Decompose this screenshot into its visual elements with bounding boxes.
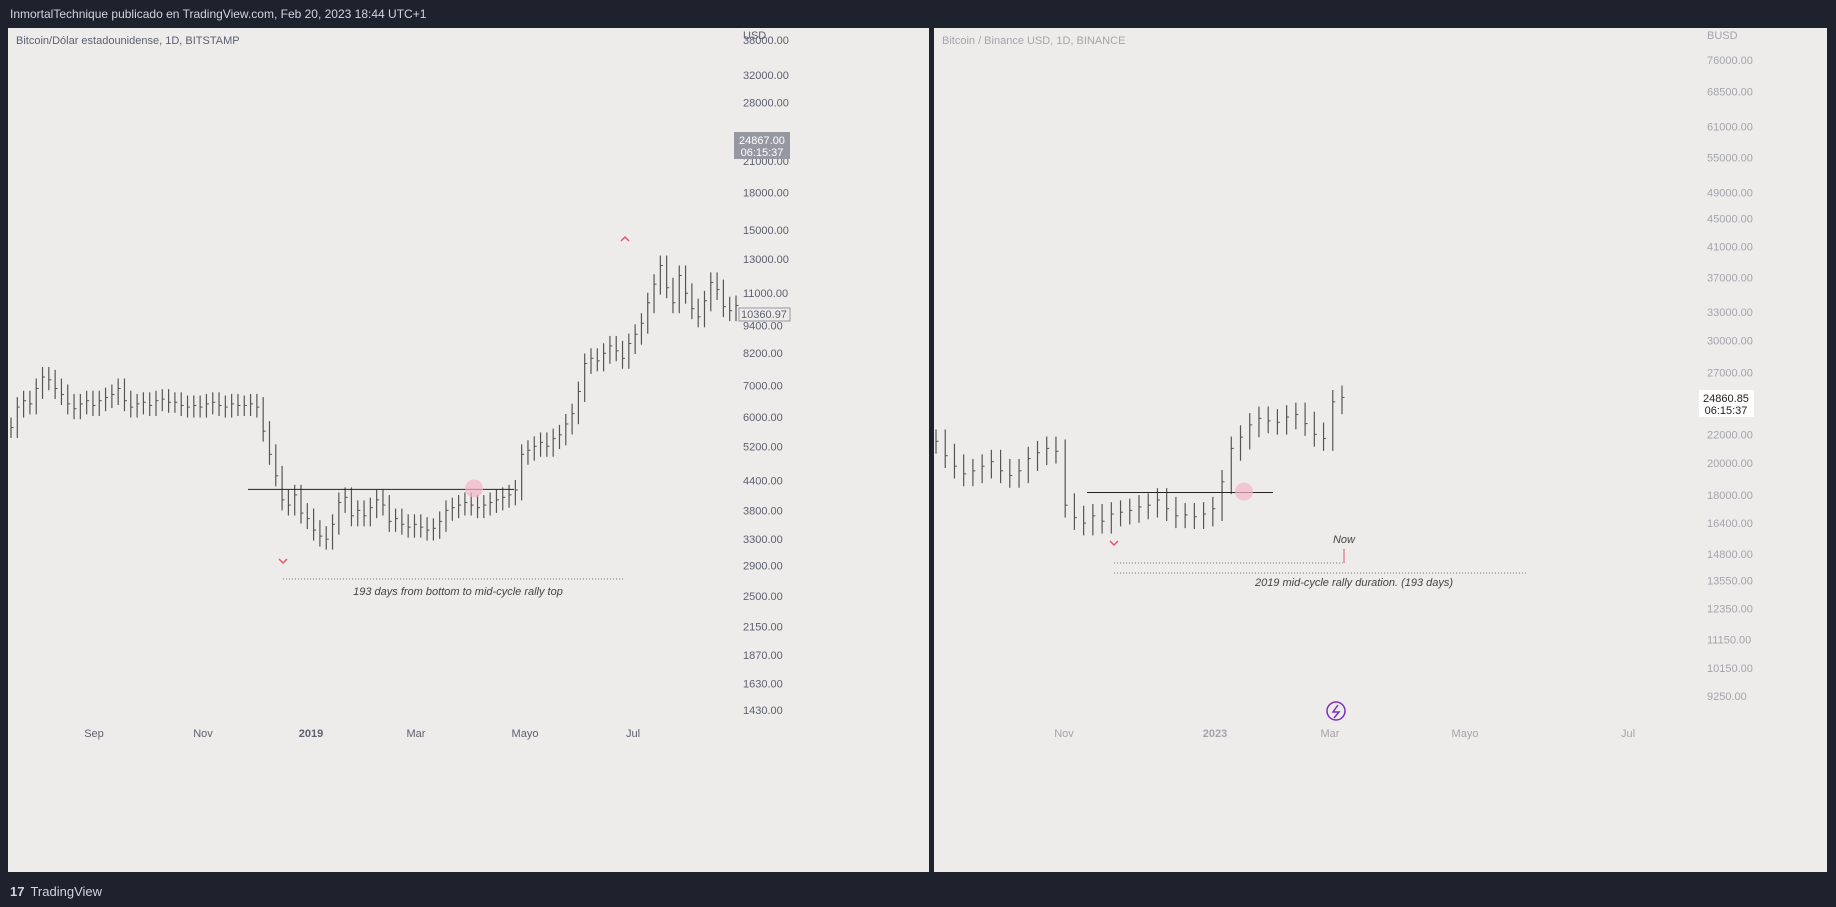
lightning-bolt-icon bbox=[1331, 704, 1341, 719]
y-tick-label: 12350.00 bbox=[1707, 604, 1753, 616]
last-price-box bbox=[738, 307, 791, 322]
current-price-tag bbox=[1699, 390, 1754, 417]
y-tick-label: 1870.00 bbox=[743, 650, 783, 662]
y-tick-label: 13550.00 bbox=[1707, 576, 1753, 588]
y-tick-label: 14800.00 bbox=[1707, 549, 1753, 561]
y-tick-label: 27000.00 bbox=[1707, 368, 1753, 380]
y-tick-label: 32000.00 bbox=[743, 70, 789, 82]
y-tick-label: 2900.00 bbox=[743, 561, 783, 573]
duration-annotation: 2019 mid-cycle rally duration. (193 days… bbox=[1254, 577, 1453, 589]
y-tick-label: 37000.00 bbox=[1707, 272, 1753, 284]
now-label: Now bbox=[1333, 534, 1356, 546]
last-price-label: 10360.97 bbox=[741, 309, 787, 321]
y-tick-label: 16400.00 bbox=[1707, 518, 1753, 530]
y-tick-label: 4400.00 bbox=[743, 475, 783, 487]
y-tick-label: 10150.00 bbox=[1707, 663, 1753, 675]
x-tick-label: Mayo bbox=[1452, 728, 1479, 740]
top-marker-icon bbox=[620, 235, 630, 242]
x-tick-label: Jul bbox=[626, 728, 640, 740]
current-price-countdown: 06:15:37 bbox=[741, 147, 784, 159]
tradingview-brand[interactable]: TradingView bbox=[30, 884, 103, 899]
y-tick-label: 33000.00 bbox=[1707, 307, 1753, 319]
y-tick-label: 3800.00 bbox=[743, 505, 783, 517]
chart-title: Bitcoin/Dólar estadounidense, 1D, BITSTA… bbox=[16, 35, 240, 47]
footer-bar: 17 TradingView bbox=[0, 877, 1836, 907]
x-tick-label: Mar bbox=[1321, 728, 1340, 740]
y-tick-label: 1630.00 bbox=[743, 678, 783, 690]
x-tick-label: 2023 bbox=[1203, 728, 1227, 740]
bottom-marker-icon bbox=[1109, 540, 1119, 547]
y-tick-label: 45000.00 bbox=[1707, 213, 1753, 225]
current-price-countdown: 06:15:37 bbox=[1705, 405, 1748, 417]
y-tick-label: 68500.00 bbox=[1707, 86, 1753, 98]
y-tick-label: 8200.00 bbox=[743, 348, 783, 360]
y-tick-label: 15000.00 bbox=[743, 225, 789, 237]
y-tick-label: 38000.00 bbox=[743, 35, 789, 47]
current-price-tag bbox=[734, 132, 790, 159]
y-tick-label: 9400.00 bbox=[743, 320, 783, 332]
y-tick-label: 61000.00 bbox=[1707, 121, 1753, 133]
y-tick-label: 41000.00 bbox=[1707, 241, 1753, 253]
current-price-value: 24867.00 bbox=[739, 135, 785, 147]
current-price-value: 24860.85 bbox=[1703, 393, 1749, 405]
y-tick-label: 28000.00 bbox=[743, 97, 789, 109]
duration-annotation: 193 days from bottom to mid-cycle rally … bbox=[353, 586, 563, 598]
axis-currency-label: USD bbox=[743, 30, 766, 42]
chart-title: Bitcoin / Binance USD, 1D, BINANCE bbox=[942, 35, 1126, 47]
y-tick-label: 2150.00 bbox=[743, 622, 783, 634]
y-tick-label: 22000.00 bbox=[1707, 429, 1753, 441]
bottom-marker-icon bbox=[278, 558, 288, 565]
x-tick-label: 2019 bbox=[299, 728, 323, 740]
y-tick-label: 13000.00 bbox=[743, 254, 789, 266]
y-tick-label: 7000.00 bbox=[743, 381, 783, 393]
y-tick-label: 3300.00 bbox=[743, 534, 783, 546]
y-tick-label: 30000.00 bbox=[1707, 336, 1753, 348]
y-tick-label: 9250.00 bbox=[1707, 691, 1747, 703]
x-tick-label: Sep bbox=[84, 728, 104, 740]
y-tick-label: 18000.00 bbox=[1707, 490, 1753, 502]
chart-canvas-binance[interactable]: BUSD 76000.00 68500.00 61000.00 55000.00 4900… bbox=[934, 28, 1827, 872]
y-tick-label: 1430.00 bbox=[743, 705, 783, 717]
publish-header: InmortalTechnique publicado en TradingVi… bbox=[0, 0, 1836, 28]
y-tick-label: 2500.00 bbox=[743, 591, 783, 603]
pane-divider[interactable] bbox=[929, 28, 934, 872]
lightning-icon bbox=[1326, 701, 1346, 721]
y-tick-label: 11000.00 bbox=[743, 288, 788, 300]
tradingview-logo-icon[interactable]: 17 bbox=[10, 884, 25, 899]
y-tick-label: 5200.00 bbox=[743, 441, 783, 453]
y-tick-label: 21000.00 bbox=[743, 156, 789, 168]
chart-pane-bitstamp[interactable]: USD 38000.00 32000.00 28000.00 21000.00 18000… bbox=[8, 28, 929, 872]
y-tick-label: 18000.00 bbox=[743, 188, 789, 200]
x-tick-label: Mar bbox=[407, 728, 426, 740]
publish-title: InmortalTechnique publicado en TradingVi… bbox=[10, 7, 427, 21]
y-tick-label: 11150.00 bbox=[1707, 635, 1751, 647]
y-tick-label: 20000.00 bbox=[1707, 458, 1753, 470]
x-tick-label: Mayo bbox=[512, 728, 539, 740]
axis-currency-label: BUSD bbox=[1707, 30, 1738, 42]
y-tick-label: 55000.00 bbox=[1707, 153, 1753, 165]
y-tick-label: 76000.00 bbox=[1707, 55, 1753, 67]
x-tick-label: Jul bbox=[1621, 728, 1635, 740]
breakout-circle bbox=[465, 479, 483, 498]
x-tick-label: Nov bbox=[193, 728, 213, 740]
breakout-circle bbox=[1235, 482, 1253, 501]
chart-pane-binance[interactable]: BUSD 76000.00 68500.00 61000.00 55000.00 4900… bbox=[934, 28, 1827, 872]
y-tick-label: 6000.00 bbox=[743, 412, 783, 424]
y-tick-label: 49000.00 bbox=[1707, 188, 1753, 200]
x-tick-label: Nov bbox=[1054, 728, 1074, 740]
